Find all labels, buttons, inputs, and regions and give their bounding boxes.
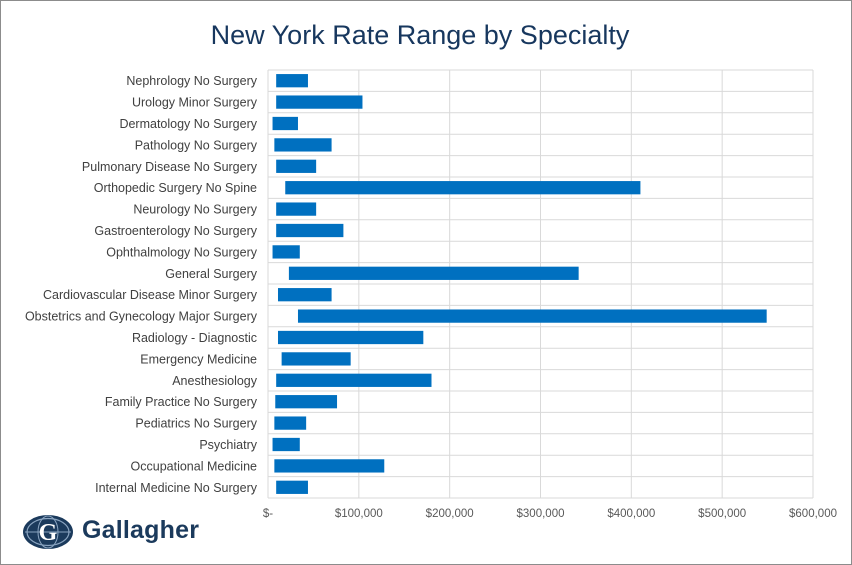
x-tick-label: $300,000 [517,508,565,520]
category-label: Psychiatry [199,438,257,452]
category-label: Urology Minor Surgery [132,96,258,110]
category-label: Radiology - Diagnostic [132,331,257,345]
range-bar [281,352,351,366]
range-bar [276,223,344,238]
category-label: Neurology No Surgery [133,203,257,217]
gallagher-globe-icon: G [23,515,73,549]
category-label: General Surgery [165,267,257,281]
category-label: Obstetrics and Gynecology Major Surgery [25,310,258,324]
category-label: Anesthesiology [172,374,258,388]
x-tick-label: $400,000 [607,508,655,520]
category-label: Internal Medicine No Surgery [95,481,258,495]
range-bar [277,288,332,302]
x-tick-label: $100,000 [335,508,383,520]
x-tick-label: $500,000 [698,508,746,520]
range-bar [288,266,579,280]
category-label: Cardiovascular Disease Minor Surgery [43,288,258,302]
range-bar [272,437,300,452]
range-bar [276,159,317,173]
range-bar [276,373,432,387]
gallagher-logo: G Gallagher [22,513,222,553]
range-bar [297,309,767,323]
range-bar [277,330,424,345]
category-label: Occupational Medicine [131,459,258,473]
category-label: Gastroenterology No Surgery [94,224,257,238]
x-tick-layer: $- $100,000 $200,000 $300,000 $400,000 $500,0… [263,508,837,520]
category-label: Pediatrics No Surgery [135,417,257,431]
logo-wordmark: Gallagher [82,516,200,544]
category-label: Family Practice No Surgery [105,395,258,409]
range-bar [274,138,332,152]
x-tick-label: $600,000 [789,508,837,520]
bar-layer [272,74,767,494]
range-bar [272,245,300,259]
category-label: Orthopedic Surgery No Spine [94,181,257,195]
chart-title: New York Rate Range by Specialty [210,20,630,50]
category-label: Ophthalmology No Surgery [106,245,258,259]
category-label: Pulmonary Disease No Surgery [82,160,258,174]
range-bar [276,95,363,109]
range-bar [276,202,317,216]
range-bar [274,416,307,430]
range-bar [274,459,385,473]
x-tick-label: $- [263,508,273,520]
range-bar [276,480,308,494]
range-bar [276,74,308,88]
category-label: Pathology No Surgery [135,138,258,152]
category-label-layer: Nephrology No Surgery Urology Minor Surge… [25,74,258,495]
range-bar [272,116,298,131]
svg-text:G: G [39,520,58,546]
x-tick-label: $200,000 [426,508,474,520]
category-label: Emergency Medicine [140,352,257,366]
category-label: Dermatology No Surgery [119,117,257,131]
range-bar [275,395,338,409]
range-bar [285,181,641,195]
category-label: Nephrology No Surgery [126,74,257,88]
grid-layer [267,69,814,499]
